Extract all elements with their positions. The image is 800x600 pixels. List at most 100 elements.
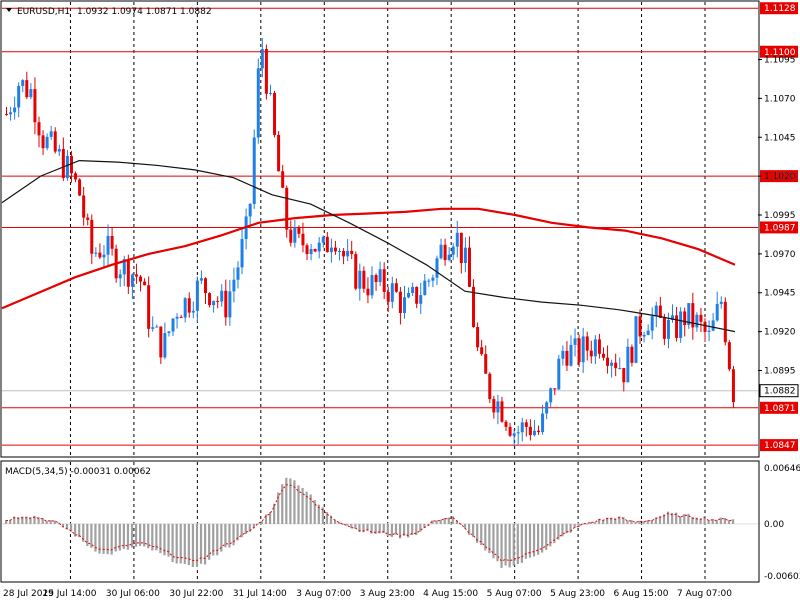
candle-body	[260, 49, 264, 69]
candle-body	[74, 173, 78, 180]
macd-bar	[727, 520, 731, 524]
candle-body	[277, 134, 281, 172]
candle-body	[484, 354, 488, 374]
macd-bar	[342, 523, 345, 525]
macd-tick-zero: 0.00	[764, 520, 784, 530]
macd-bar	[488, 523, 491, 554]
candle-body	[325, 236, 329, 253]
macd-bar	[467, 523, 471, 535]
candle-body	[601, 353, 605, 358]
macd-bar	[17, 517, 20, 524]
macd-bar	[719, 517, 722, 524]
dropdown-arrow-icon[interactable]	[6, 8, 12, 12]
macd-bar	[415, 523, 418, 536]
candle-body	[480, 347, 484, 355]
candle-body	[683, 311, 687, 325]
candle-body	[569, 344, 573, 366]
candle-body	[297, 227, 301, 234]
candle-body	[549, 388, 553, 403]
macd-bar	[520, 523, 523, 563]
candle-body	[134, 274, 138, 277]
candle-body	[41, 135, 45, 149]
macd-bar	[451, 516, 454, 524]
candle-body	[545, 402, 549, 414]
macd-bar	[411, 523, 414, 536]
macd-bar	[159, 523, 162, 554]
macd-bar	[508, 523, 511, 568]
macd-bar	[703, 516, 706, 524]
macd-bar	[37, 517, 40, 524]
candle-body	[29, 89, 33, 98]
candle-body	[496, 401, 500, 413]
macd-bar	[220, 523, 223, 552]
y-tick-label: 1.0995	[764, 211, 796, 221]
level-tag	[760, 221, 798, 234]
macd-bar	[597, 518, 601, 524]
candle-body	[289, 229, 293, 243]
candle-body	[610, 362, 614, 366]
candle-body	[654, 305, 658, 317]
macd-bar	[228, 523, 231, 548]
candle-body	[407, 292, 411, 298]
macd-tick-bottom: -0.00603	[764, 572, 800, 582]
x-tick-label: 6 Aug 15:00	[614, 589, 669, 599]
candle-body	[723, 301, 727, 343]
macd-bar	[476, 523, 479, 543]
level-tag-label: 1.1100	[764, 48, 796, 58]
macd-bar	[281, 484, 284, 524]
candle-body	[45, 136, 49, 149]
macd-bar	[695, 517, 698, 524]
candle-body	[147, 285, 151, 329]
macd-bar	[130, 523, 134, 548]
candle-body	[707, 330, 711, 332]
candle-body	[504, 421, 508, 427]
candle-body	[500, 401, 504, 422]
macd-bar	[691, 517, 694, 524]
macd-bar	[151, 523, 154, 551]
macd-bar	[29, 517, 32, 524]
candle-body	[175, 316, 179, 319]
macd-bar	[569, 523, 572, 533]
macd-bar	[492, 523, 495, 559]
macd-bar	[553, 523, 556, 544]
candle-body	[329, 247, 333, 253]
macd-bar	[528, 523, 532, 558]
candle-body	[512, 433, 516, 436]
candle-body	[415, 286, 419, 304]
candle-body	[606, 357, 610, 366]
candle-body	[679, 311, 683, 338]
x-tick-label: 7 Aug 07:00	[677, 589, 732, 599]
macd-bar	[443, 517, 446, 524]
macd-bar	[21, 516, 24, 524]
x-tick-label: 28 Jul 2015	[3, 589, 54, 599]
candle-body	[216, 300, 220, 302]
candlesticks	[5, 38, 735, 446]
macd-bar	[183, 523, 186, 564]
candle-body	[33, 89, 37, 123]
macd-bar	[366, 523, 369, 531]
macd-bar	[675, 512, 678, 524]
candle-body	[94, 252, 98, 254]
macd-bar	[90, 523, 93, 548]
ma-slow-line	[1, 207, 736, 310]
candle-body	[492, 399, 496, 413]
candle-body	[273, 92, 277, 135]
macd-bar	[273, 503, 276, 524]
candle-body	[528, 426, 532, 436]
macd-bar	[541, 523, 544, 553]
candle-body	[614, 362, 618, 369]
macd-bar	[573, 523, 576, 528]
candle-body	[25, 80, 29, 98]
level-tag	[760, 401, 798, 414]
macd-bar	[114, 523, 117, 552]
level-tag	[760, 45, 798, 58]
candle-body	[423, 280, 427, 296]
candle-body	[532, 430, 536, 436]
macd-bar	[65, 523, 69, 530]
macd-bar	[338, 522, 341, 524]
candle-body	[650, 316, 654, 331]
candle-body	[597, 339, 601, 354]
candle-body	[167, 331, 171, 334]
candle-body	[13, 107, 17, 113]
candle-body	[589, 350, 593, 357]
